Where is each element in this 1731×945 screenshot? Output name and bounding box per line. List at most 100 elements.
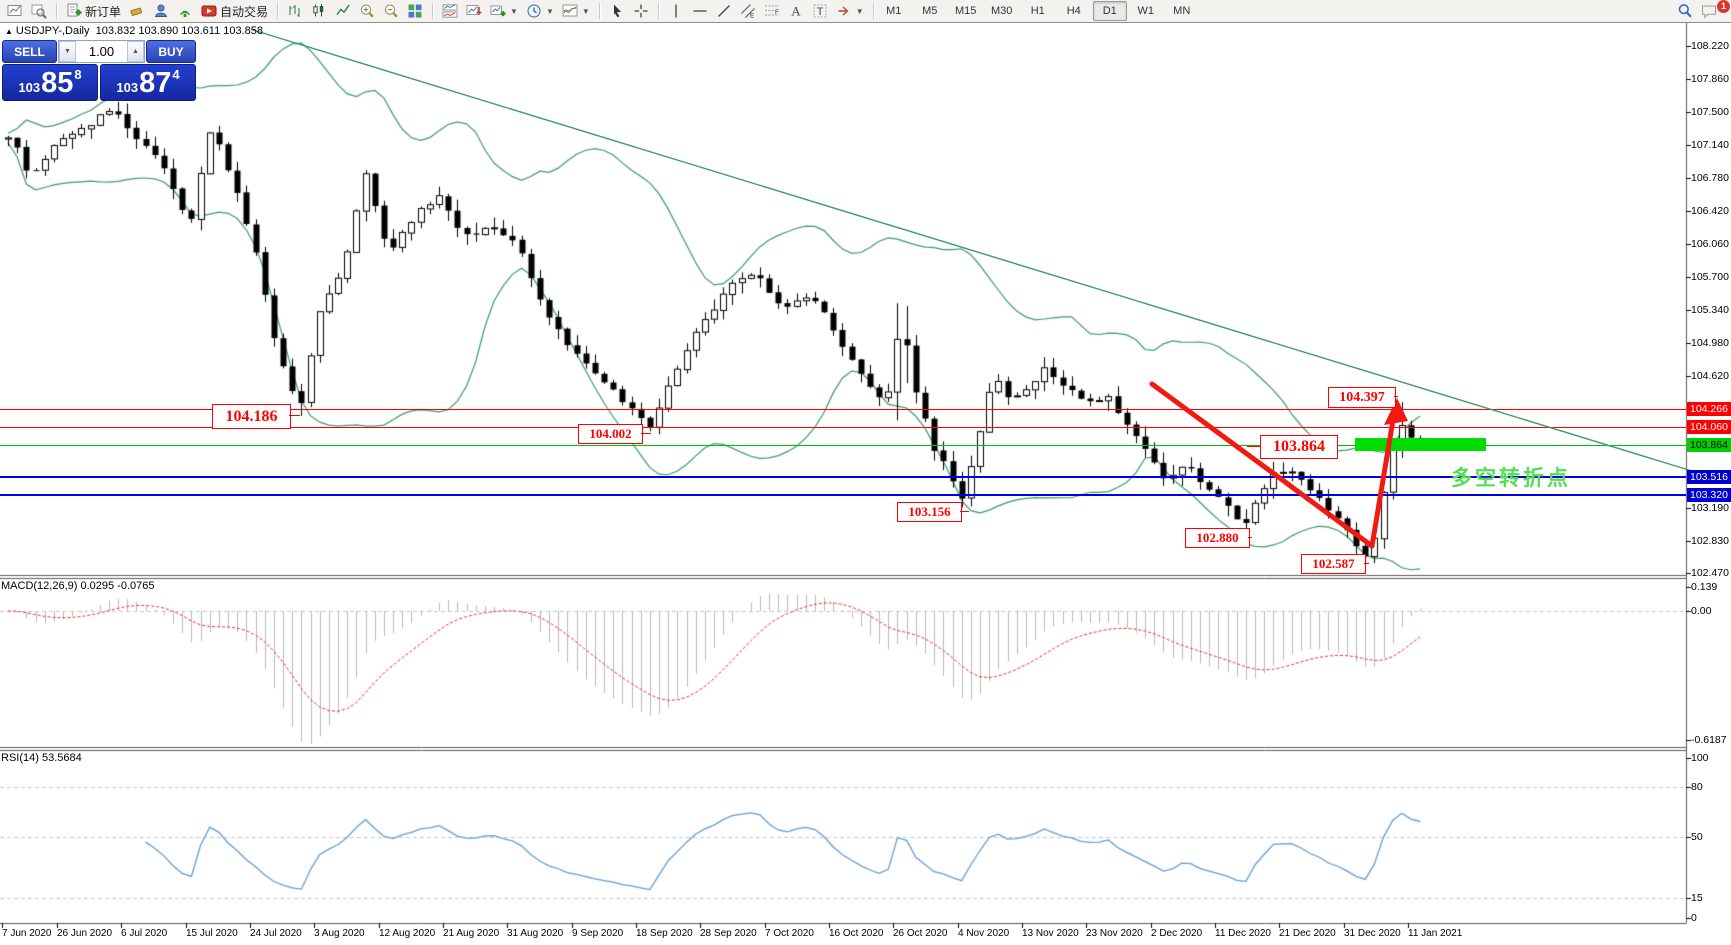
vertical-line-button[interactable]	[664, 0, 688, 22]
timeframe-w1-button[interactable]: W1	[1137, 5, 1154, 17]
eraser-button[interactable]	[125, 0, 149, 22]
price-badge-103.516: 103.516	[1687, 470, 1731, 484]
sell-price-panel[interactable]: 103 85 8	[2, 64, 98, 101]
date-tick-label[interactable]: 23 Nov 2020	[1086, 928, 1143, 939]
buy-price-panel[interactable]: 103 87 4	[100, 64, 196, 101]
price-badge-103.320: 103.320	[1687, 488, 1731, 502]
cursor-button[interactable]	[605, 0, 629, 22]
date-tick-label[interactable]: 16 Oct 2020	[829, 928, 884, 939]
price-label-102.880[interactable]: 102.880	[1185, 528, 1250, 548]
date-tick-label[interactable]: 7 Oct 2020	[765, 928, 814, 939]
price-label-104.002[interactable]: 104.002	[578, 424, 643, 444]
macd-values: 0.0295 -0.0765	[80, 580, 155, 592]
date-tick-label[interactable]: 26 Oct 2020	[893, 928, 948, 939]
text-a-icon: A	[791, 4, 801, 19]
sell-button[interactable]: SELL	[2, 40, 57, 63]
timeframe-m1-button[interactable]: M1	[886, 5, 902, 17]
bar-chart-button[interactable]	[283, 0, 307, 22]
price-label-103.864[interactable]: 103.864	[1260, 435, 1338, 459]
date-tick-label[interactable]: 31 Dec 2020	[1344, 928, 1401, 939]
timeframe-mn-button[interactable]: MN	[1173, 5, 1191, 17]
template-button[interactable]: ▼	[558, 0, 594, 22]
add-indicator-button[interactable]: ▼	[486, 0, 522, 22]
date-tick-label[interactable]: 12 Aug 2020	[379, 928, 436, 939]
clock-button[interactable]: ▼	[522, 0, 558, 22]
date-tick-label[interactable]: 4 Nov 2020	[958, 928, 1010, 939]
volume-input[interactable]: 1.00	[88, 44, 115, 59]
date-tick-label[interactable]: 21 Dec 2020	[1279, 928, 1336, 939]
tile-windows-button[interactable]	[403, 0, 427, 22]
channel-icon: E	[740, 4, 755, 19]
dropdown-caret-icon[interactable]: ▼	[855, 6, 864, 16]
timeframe-d1-button[interactable]: D1	[1092, 1, 1127, 21]
text-a-button[interactable]: A	[784, 0, 808, 22]
zoom-in-button[interactable]	[355, 0, 379, 22]
date-tick-label[interactable]: 13 Nov 2020	[1022, 928, 1079, 939]
indicator-list-button[interactable]	[462, 0, 486, 22]
support-zone-bar[interactable]	[1355, 438, 1486, 451]
price-label-103.156[interactable]: 103.156	[897, 502, 962, 522]
date-tick-label[interactable]: 3 Aug 2020	[314, 928, 365, 939]
search-button[interactable]	[1673, 0, 1697, 22]
price-tick-107.860: 107.860	[1691, 73, 1729, 85]
text-label-button[interactable]: T	[808, 0, 832, 22]
timeframe-m15-button[interactable]: M15	[955, 5, 977, 17]
date-tick-label[interactable]: 9 Sep 2020	[572, 928, 624, 939]
volume-decrease-button[interactable]: ▼	[59, 41, 76, 62]
dropdown-caret-icon[interactable]: ▼	[581, 6, 590, 16]
price-label-104.397[interactable]: 104.397	[1328, 387, 1396, 408]
vertical-line-icon	[675, 4, 677, 18]
dropdown-caret-icon[interactable]: ▼	[510, 6, 518, 16]
macd-tick-0.139: 0.139	[1691, 581, 1718, 593]
date-tick-label[interactable]: 28 Sep 2020	[700, 928, 757, 939]
indicator-window-button[interactable]	[438, 0, 462, 22]
date-tick-label[interactable]: 11 Dec 2020	[1215, 928, 1271, 939]
date-tick-label[interactable]: 18 Sep 2020	[636, 928, 693, 939]
signal-button[interactable]	[173, 0, 197, 22]
fibonacci-button[interactable]: F	[760, 0, 784, 22]
horizontal-line-button[interactable]	[688, 0, 712, 22]
date-tick-label[interactable]: 2 Dec 2020	[1151, 928, 1203, 939]
sell-price-pip: 8	[74, 67, 82, 82]
date-tick-label[interactable]: 31 Aug 2020	[507, 928, 564, 939]
volume-increase-button[interactable]: ▲	[127, 41, 144, 62]
date-tick-label[interactable]: 21 Aug 2020	[443, 928, 500, 939]
timeframe-h1-button[interactable]: H1	[1030, 5, 1045, 17]
channel-button[interactable]: E	[736, 0, 760, 22]
svg-text:F: F	[775, 9, 779, 16]
volume-spinner: ▼ 1.00 ▲	[58, 40, 145, 63]
profile-button[interactable]	[149, 0, 173, 22]
buy-button[interactable]: BUY	[146, 40, 196, 63]
dropdown-caret-icon[interactable]: ▼	[545, 6, 554, 16]
price-label-102.587[interactable]: 102.587	[1301, 554, 1366, 574]
preview-button[interactable]	[27, 0, 51, 22]
date-tick-label[interactable]: 24 Jul 2020	[250, 928, 302, 939]
date-tick-label[interactable]: 11 Jan 2021	[1408, 928, 1463, 939]
zoom-out-button[interactable]	[379, 0, 403, 22]
level-line-103.320[interactable]	[0, 494, 1686, 496]
macd-tick--0.6187: -0.6187	[1691, 734, 1727, 746]
date-tick-label[interactable]: 7 Jun 2020	[2, 928, 52, 939]
chat-button[interactable]: 1	[1697, 0, 1730, 22]
auto-trading-button[interactable]: 自动交易	[197, 0, 272, 22]
shapes-button[interactable]: ▼	[832, 0, 868, 22]
chart-window-button[interactable]	[3, 0, 27, 22]
main-toolbar: 新订单 自动交易 ▼ ▼ ▼ E F A T ▼ M1 M5 M15 M30 H1 H4 D1 W1 MN 1	[0, 0, 1731, 23]
rsi-tick-0: 0	[1691, 912, 1697, 924]
timeframe-m5-button[interactable]: M5	[922, 5, 938, 17]
new-order-button[interactable]: 新订单	[62, 0, 125, 22]
crosshair-button[interactable]	[629, 0, 653, 22]
trend-line-button[interactable]	[712, 0, 736, 22]
date-tick-label[interactable]: 6 Jul 2020	[121, 928, 168, 939]
timeframe-m30-button[interactable]: M30	[991, 5, 1013, 17]
bull-bear-turning-point-note[interactable]: 多空转折点	[1451, 467, 1571, 490]
price-label-104.186[interactable]: 104.186	[212, 404, 291, 429]
price-tick-105.340: 105.340	[1691, 304, 1729, 316]
preview-icon	[31, 4, 47, 19]
date-tick-label[interactable]: 15 Jul 2020	[186, 928, 238, 939]
candle-chart-button[interactable]	[307, 0, 331, 22]
timeframe-h4-button[interactable]: H4	[1066, 5, 1081, 17]
level-line-103.516[interactable]	[0, 476, 1686, 478]
line-chart-button[interactable]	[331, 0, 355, 22]
date-tick-label[interactable]: 26 Jun 2020	[57, 928, 113, 939]
